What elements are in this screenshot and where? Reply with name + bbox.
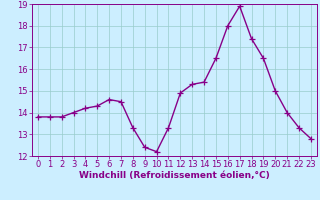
X-axis label: Windchill (Refroidissement éolien,°C): Windchill (Refroidissement éolien,°C) <box>79 171 270 180</box>
